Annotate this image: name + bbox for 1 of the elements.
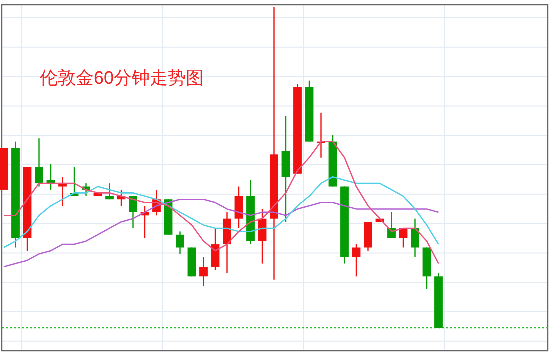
text: 伦敦金60分钟走势图 bbox=[40, 68, 204, 88]
